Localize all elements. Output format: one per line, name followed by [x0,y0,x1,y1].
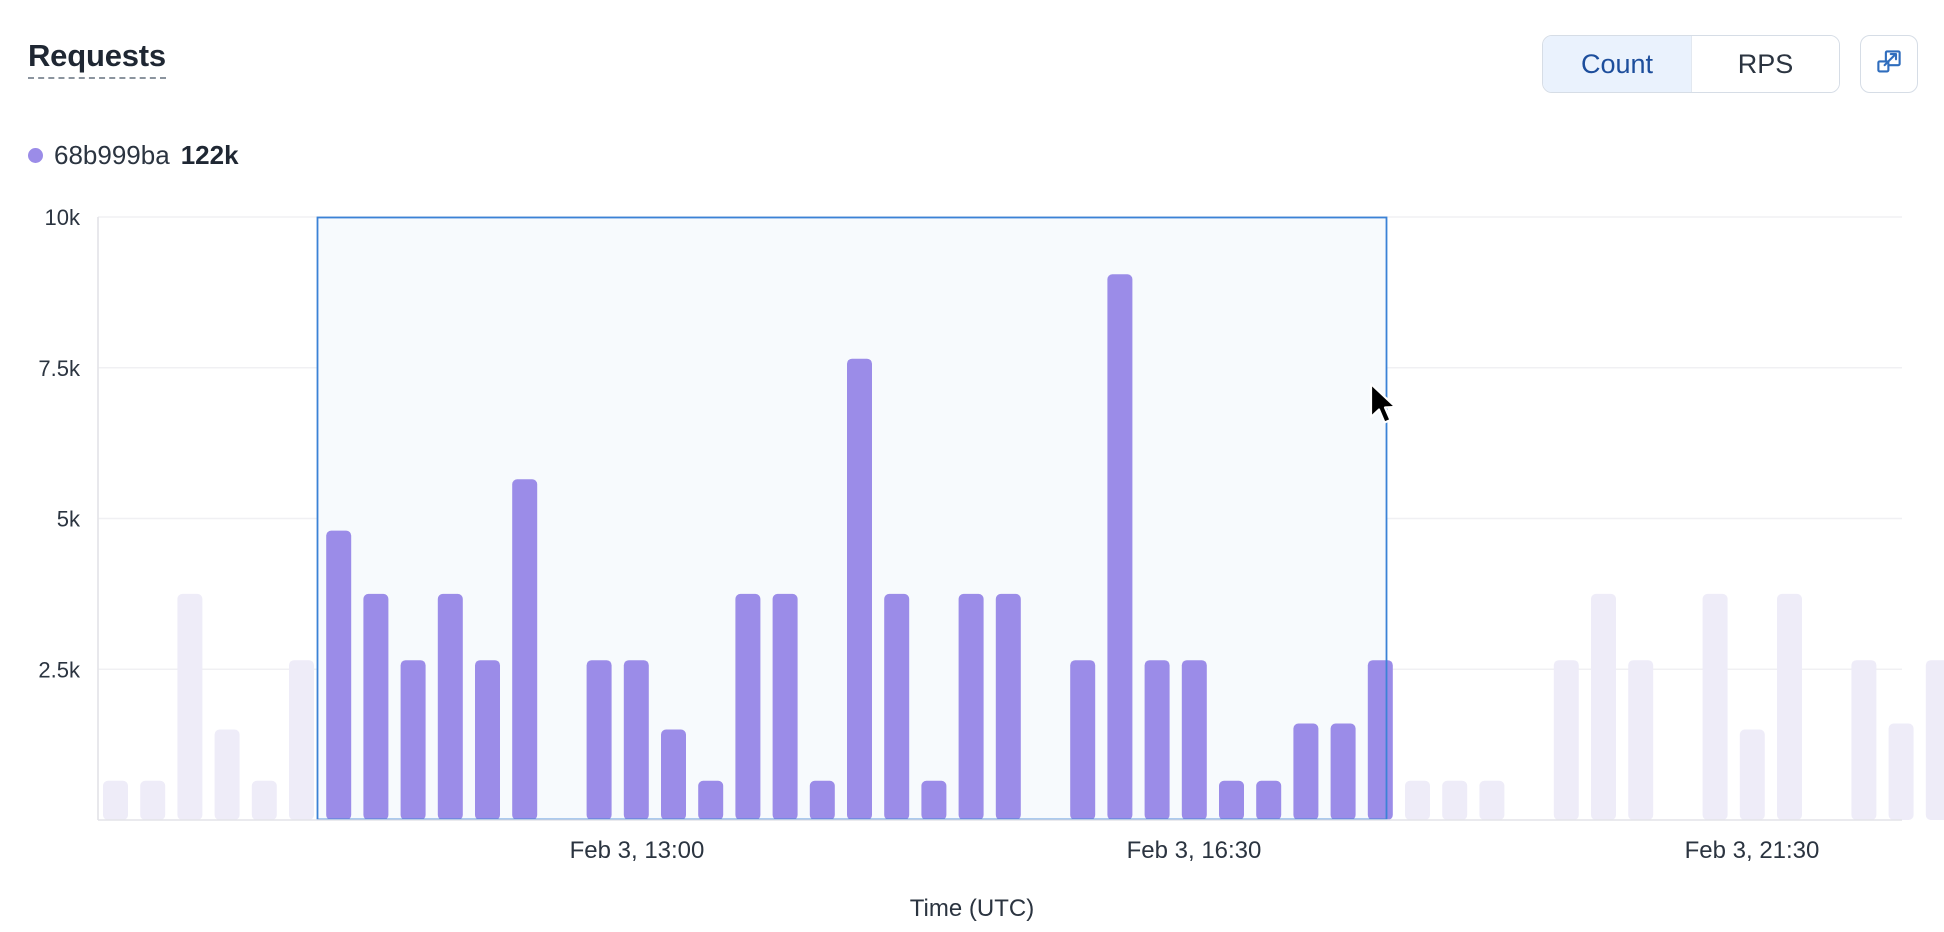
bar[interactable] [1479,780,1505,820]
bar[interactable] [1330,723,1356,821]
legend-color-dot [28,148,43,163]
card-header: Requests Count RPS [0,0,1944,110]
bar[interactable] [1405,780,1430,820]
x-axis-tick-labels: Feb 3, 13:00 Feb 3, 16:30 Feb 3, 21:30 [570,837,1820,864]
bar[interactable] [1442,780,1468,820]
bar[interactable] [177,593,203,820]
bar[interactable] [289,660,314,820]
bar[interactable] [251,780,277,820]
bar[interactable] [884,593,910,820]
legend-series-name: 68b999ba [54,140,170,170]
bar[interactable] [1777,593,1802,820]
tab-count[interactable]: Count [1543,36,1691,92]
metric-toggle-group[interactable]: Count RPS [1542,35,1840,93]
y-axis-tick-labels: 10k 7.5k 5k 2.5k [38,205,81,682]
bar[interactable] [1702,593,1728,820]
bar[interactable] [1219,780,1244,820]
bar[interactable] [1591,593,1616,820]
bar[interactable] [921,780,947,820]
bar[interactable] [1107,274,1133,820]
bar[interactable] [437,593,463,820]
bar[interactable] [512,479,538,820]
y-tick-label: 7.5k [38,356,81,381]
axis-lines [97,217,1902,821]
bar[interactable] [214,729,240,821]
bar[interactable] [698,780,724,820]
bar[interactable] [847,358,872,820]
bar[interactable] [772,593,798,820]
bar[interactable] [809,780,835,820]
page-title: Requests [28,40,166,79]
chart-legend-item[interactable]: 68b999ba 122k [28,140,239,171]
bar[interactable] [1367,660,1393,820]
bar[interactable] [1070,660,1096,820]
legend-series-total: 122k [180,140,239,170]
expand-external-icon [1874,47,1904,82]
bar[interactable] [1628,660,1654,820]
bar[interactable] [1851,660,1877,820]
bar[interactable] [326,530,352,820]
y-tick-label: 5k [57,507,81,532]
bar[interactable] [1925,660,1944,820]
bar[interactable] [1144,660,1170,820]
y-tick-label: 2.5k [38,657,81,682]
bar[interactable] [1888,723,1914,821]
bars-layer[interactable] [103,274,1944,820]
bar[interactable] [661,729,686,821]
bar[interactable] [586,660,612,820]
bar[interactable] [623,660,649,820]
bar[interactable] [958,593,984,820]
bar[interactable] [363,593,389,820]
x-tick-label: Feb 3, 13:00 [570,837,705,864]
bar[interactable] [140,780,166,820]
bar[interactable] [1293,723,1319,821]
bar[interactable] [735,593,761,820]
header-controls: Count RPS [1542,35,1918,93]
x-tick-label: Feb 3, 21:30 [1685,837,1820,864]
x-axis-title: Time (UTC) [909,895,1035,922]
tab-rps[interactable]: RPS [1691,36,1839,92]
bar[interactable] [475,660,500,820]
x-tick-label: Feb 3, 16:30 [1127,837,1262,864]
bar[interactable] [1256,780,1282,820]
y-tick-label: 10k [45,205,81,230]
bar[interactable] [1181,660,1207,820]
bar[interactable] [1553,660,1579,820]
bar[interactable] [103,780,128,820]
bar[interactable] [1739,729,1765,821]
bar[interactable] [995,593,1021,820]
expand-button[interactable] [1860,35,1918,93]
bar[interactable] [400,660,426,820]
